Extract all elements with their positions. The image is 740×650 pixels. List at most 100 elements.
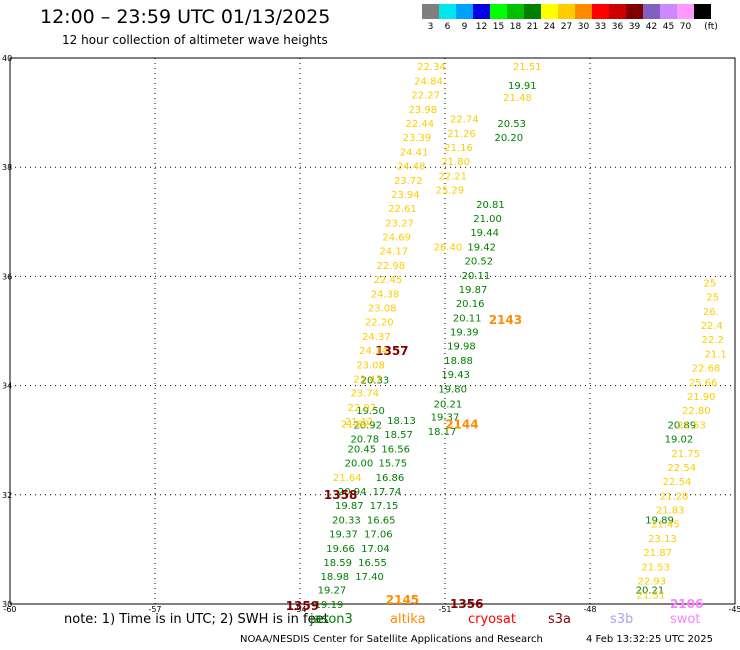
wave-height-label: 19.66 (326, 544, 355, 555)
wave-height-label: 24.48 (397, 162, 426, 173)
satellite-legend-item: cryosat (468, 612, 516, 627)
wave-height-label: 17.40 (355, 572, 384, 583)
pass-number-label: 1357 (375, 344, 408, 358)
wave-height-label: 16.65 (367, 515, 396, 526)
footer-note: note: 1) Time is in UTC; 2) SWH is in fe… (64, 612, 329, 627)
wave-height-label: 17.04 (361, 544, 390, 555)
wave-height-label: 19.37 (329, 530, 358, 541)
wave-height-label: 20.53 (497, 119, 526, 130)
colorbar-label: 27 (560, 22, 573, 32)
wave-height-label: 24.38 (371, 289, 400, 300)
pass-number-label: 1359 (286, 599, 319, 613)
wave-height-label: 22.47 (353, 375, 382, 386)
wave-height-label: 19.87 (459, 285, 488, 296)
y-tick-label: 32 (2, 491, 12, 500)
wave-height-label: 20.33 (332, 515, 361, 526)
wave-height-label: 19.44 (470, 228, 499, 239)
wave-height-label: 22.20 (365, 318, 394, 329)
wave-height-label: 24.69 (382, 233, 411, 244)
colorbar-label: 24 (543, 22, 556, 32)
wave-height-label: 22.2 (702, 335, 724, 346)
wave-height-label: 19.27 (318, 585, 347, 596)
colorbar-swatch (456, 4, 473, 19)
wave-height-label: 19.42 (467, 242, 496, 253)
wave-height-label: 18.13 (387, 416, 416, 427)
wave-height-label: 21.90 (687, 392, 716, 403)
wave-height-label: 22.93 (638, 577, 667, 588)
wave-height-label: 22.54 (663, 477, 692, 488)
satellite-legend-item: s3a (548, 612, 572, 627)
wave-height-label: 23.94 (391, 190, 420, 201)
wave-height-label: 20.92 (353, 420, 382, 431)
wave-height-label: 23.39 (403, 133, 432, 144)
wave-height-label: 20.11 (453, 313, 482, 324)
wave-height-label: 20.21 (434, 400, 463, 411)
satellite-legend-item: s3b (610, 612, 634, 627)
y-tick-label: 40 (2, 54, 12, 63)
wave-height-label: 19.37 (431, 413, 460, 424)
colorbar-label: 18 (509, 22, 522, 32)
colorbar-swatch (473, 4, 490, 19)
wave-height-label: 23.98 (408, 105, 437, 116)
pass-number-label: 2106 (670, 597, 703, 611)
wave-height-label: 22.45 (374, 275, 403, 286)
colorbar-swatch (626, 4, 643, 19)
wave-height-label: 21.48 (503, 93, 532, 104)
colorbar-swatch (507, 4, 524, 19)
wave-height-label: 20.94 (338, 487, 367, 498)
colorbar-label: 30 (577, 22, 590, 32)
wave-height-label: 21.87 (643, 548, 672, 559)
colorbar-label: 42 (645, 22, 658, 32)
wave-height-label: 20.45 (348, 444, 377, 455)
footer-timestamp: 4 Feb 13:32:25 UTC 2025 (586, 634, 713, 645)
chart-title: 12:00 – 23:59 UTC 01/13/2025 (40, 6, 331, 28)
wave-height-label: 21.51 (513, 62, 542, 73)
colorbar-swatch (677, 4, 694, 19)
pass-number-label: 1358 (324, 488, 357, 502)
colorbar-swatch (541, 4, 558, 19)
wave-height-label: 20.89 (668, 420, 697, 431)
colorbar-swatch (592, 4, 609, 19)
wave-height-label: 22.27 (411, 91, 440, 102)
wave-height-label: 21.53 (641, 562, 670, 573)
wave-height-label: 18.59 (323, 558, 352, 569)
wave-height-label: 15.75 (378, 459, 407, 470)
wave-height-label: 24.84 (414, 76, 443, 87)
colorbar-label: 70 (679, 22, 692, 32)
colorbar-swatch (660, 4, 677, 19)
colorbar-label: 36 (611, 22, 624, 32)
wave-height-label: 21.28 (660, 491, 689, 502)
wave-height-label: 22.34 (417, 62, 446, 73)
colorbar-swatch (422, 4, 439, 19)
wave-height-label: 19.50 (356, 406, 385, 417)
wave-height-label: 22.54 (668, 463, 697, 474)
wave-height-label: 23.08 (356, 360, 385, 371)
wave-height-label: 19.91 (508, 81, 537, 92)
wave-height-label: 17.74 (373, 487, 402, 498)
wave-height-label: 24.37 (362, 332, 391, 343)
wave-height-label: 18.57 (384, 430, 413, 441)
colorbar-label: 21 (526, 22, 539, 32)
wave-height-label: 21.51 (637, 591, 666, 602)
wave-height-label: 20.20 (494, 133, 523, 144)
colorbar-label: 33 (594, 22, 607, 32)
wave-height-label: 24.41 (400, 147, 429, 158)
wave-height-label: 21.1 (705, 349, 727, 360)
wave-height-label: 22.68 (692, 364, 721, 375)
pass-number-label: 2144 (445, 417, 478, 431)
colorbar-label: 12 (475, 22, 488, 32)
x-tick-label: -48 (583, 605, 596, 614)
wave-height-label: 22.4 (701, 321, 723, 332)
wave-height-label: 26.40 (434, 242, 463, 253)
y-tick-label: 30 (2, 600, 12, 609)
wave-height-label: 19.43 (441, 370, 470, 381)
colorbar-label: 39 (628, 22, 641, 32)
wave-height-label: 23.13 (648, 534, 677, 545)
wave-height-label: 24.17 (379, 247, 408, 258)
wave-height-label: 18.98 (320, 572, 349, 583)
satellite-legend-item: swot (670, 612, 701, 627)
wave-height-label: 18.88 (444, 356, 473, 367)
x-tick-label: -60 (3, 605, 16, 614)
